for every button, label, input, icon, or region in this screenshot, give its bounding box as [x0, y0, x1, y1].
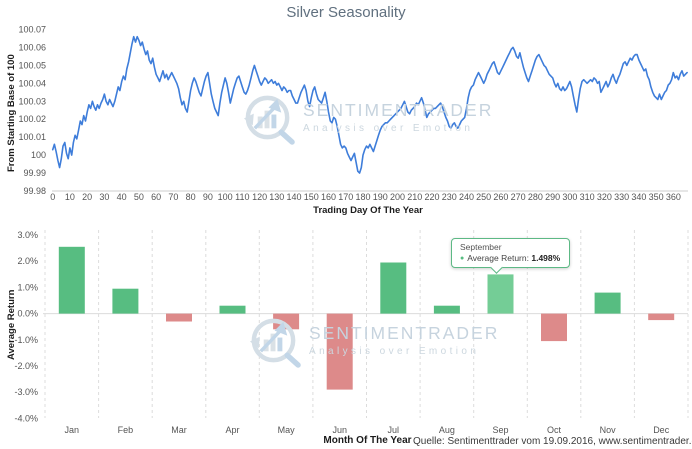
- top-x-tick-label: 90: [203, 192, 213, 202]
- month-label-apr: Apr: [226, 425, 240, 435]
- bar-may[interactable]: [273, 313, 300, 330]
- tooltip-month: September: [460, 242, 502, 252]
- series-dot-icon: ●: [460, 255, 465, 262]
- top-x-tick-label: 300: [562, 192, 577, 202]
- month-label-nov: Nov: [600, 425, 617, 435]
- top-x-tick-label: 110: [235, 192, 249, 202]
- top-x-tick-label: 130: [269, 192, 284, 202]
- bottom-y-tick-label: -4.0%: [14, 413, 38, 423]
- top-x-tick-label: 310: [580, 192, 595, 202]
- seasonality-line-series: [51, 35, 688, 174]
- bottom-y-tick-label: -1.0%: [14, 335, 38, 345]
- chart-title: Silver Seasonality: [286, 4, 406, 21]
- top-x-tick-label: 260: [493, 192, 508, 202]
- top-x-tick-label: 340: [631, 192, 646, 202]
- top-x-tick-label: 320: [597, 192, 612, 202]
- top-x-tick-label: 50: [134, 192, 144, 202]
- month-label-jan: Jan: [65, 425, 80, 435]
- tooltip-value-row: ● Average Return: 1.498%: [460, 253, 560, 263]
- top-y-tick-label: 100: [31, 150, 46, 160]
- tooltip-value: 1.498%: [531, 253, 561, 263]
- bar-aug[interactable]: [433, 305, 460, 314]
- top-x-tick-label: 200: [390, 192, 405, 202]
- bar-jul[interactable]: [380, 262, 407, 314]
- month-label-oct: Oct: [547, 425, 562, 435]
- top-x-tick-label: 330: [614, 192, 629, 202]
- bar-apr[interactable]: [219, 305, 246, 314]
- bar-feb[interactable]: [112, 288, 139, 314]
- top-x-tick-label: 250: [476, 192, 491, 202]
- source-note: Quelle: Sentimenttrader vom 19.09.2016, …: [413, 436, 692, 447]
- top-y-tick-label: 100.06: [18, 42, 46, 52]
- top-x-tick-label: 230: [442, 192, 457, 202]
- tooltip-label: Average Return:: [467, 253, 529, 263]
- top-x-tick-label: 10: [65, 192, 75, 202]
- bar-nov[interactable]: [594, 292, 621, 314]
- top-y-axis-title: From Starting Base of 100: [6, 54, 17, 172]
- bar-jun[interactable]: [326, 313, 353, 390]
- top-y-tick-label: 100.03: [18, 96, 46, 106]
- top-x-tick-label: 0: [50, 192, 55, 202]
- top-x-tick-label: 190: [373, 192, 388, 202]
- top-x-axis-title: Trading Day Of The Year: [313, 205, 423, 216]
- top-x-tick-label: 240: [459, 192, 474, 202]
- bottom-y-tick-label: 2.0%: [17, 256, 38, 266]
- top-x-tick-label: 70: [168, 192, 178, 202]
- top-y-tick-label: 100.02: [18, 114, 46, 124]
- month-label-dec: Dec: [653, 425, 670, 435]
- top-x-tick-label: 290: [545, 192, 560, 202]
- top-y-tick-label: 100.04: [18, 78, 46, 88]
- top-x-tick-label: 30: [99, 192, 109, 202]
- top-x-tick-label: 120: [252, 192, 267, 202]
- top-x-tick-label: 210: [407, 192, 422, 202]
- top-x-tick-label: 140: [287, 192, 302, 202]
- top-y-tick-label: 99.99: [23, 168, 46, 178]
- top-x-tick-label: 20: [82, 192, 92, 202]
- top-x-tick-label: 270: [511, 192, 526, 202]
- tooltip: September ● Average Return: 1.498%: [451, 238, 571, 274]
- top-x-tick-label: 180: [356, 192, 371, 202]
- top-y-tick-label: 99.98: [23, 186, 46, 196]
- top-x-tick-label: 40: [117, 192, 127, 202]
- bottom-y-axis-title: Average Return: [6, 289, 17, 360]
- top-x-tick-label: 280: [528, 192, 543, 202]
- bottom-y-tick-label: 3.0%: [17, 230, 38, 240]
- bar-sep[interactable]: [487, 274, 514, 314]
- month-label-sep: Sep: [492, 425, 508, 435]
- bottom-y-tick-label: 0.0%: [17, 309, 38, 319]
- top-x-tick-label: 350: [649, 192, 664, 202]
- bottom-y-tick-label: -2.0%: [14, 361, 38, 371]
- bottom-y-tick-label: 1.0%: [17, 282, 38, 292]
- bar-jan[interactable]: [58, 246, 85, 314]
- top-x-tick-label: 150: [304, 192, 319, 202]
- top-x-tick-label: 100: [218, 192, 233, 202]
- top-x-tick-label: 170: [338, 192, 353, 202]
- bar-oct[interactable]: [541, 313, 567, 342]
- month-label-aug: Aug: [439, 425, 455, 435]
- top-y-tick-label: 100.01: [18, 132, 46, 142]
- bottom-x-axis-title: Month Of The Year: [323, 435, 412, 446]
- bar-dec[interactable]: [648, 313, 675, 321]
- bottom-y-tick-label: -3.0%: [14, 387, 38, 397]
- month-label-jun: Jun: [332, 425, 347, 435]
- top-x-tick-label: 160: [321, 192, 336, 202]
- top-x-tick-label: 360: [666, 192, 681, 202]
- top-y-tick-label: 100.05: [18, 60, 46, 70]
- bar-mar[interactable]: [166, 313, 192, 322]
- month-label-feb: Feb: [118, 425, 134, 435]
- month-label-mar: Mar: [171, 425, 187, 435]
- month-label-jul: Jul: [388, 425, 400, 435]
- top-x-tick-label: 220: [424, 192, 439, 202]
- top-y-tick-label: 100.07: [18, 25, 46, 35]
- month-label-may: May: [278, 425, 296, 435]
- top-x-tick-label: 60: [151, 192, 161, 202]
- top-x-tick-label: 80: [186, 192, 196, 202]
